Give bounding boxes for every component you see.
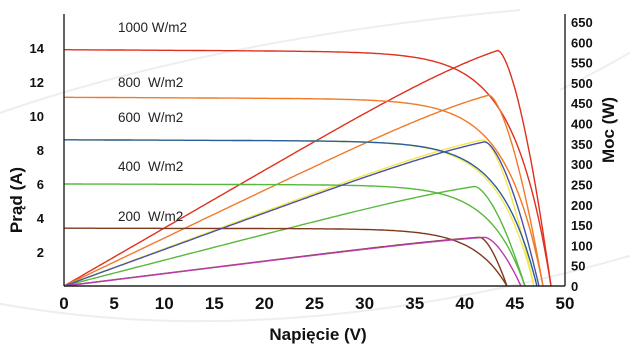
curves-layer — [63, 49, 552, 287]
y-right-tick-label: 350 — [571, 137, 593, 152]
legend-label: 1000 W/m2 — [118, 20, 187, 35]
y-right-tick-label: 50 — [571, 259, 585, 274]
x-tick-label: 50 — [556, 294, 575, 313]
iv-curve-3 — [64, 183, 526, 287]
y-right-tick-label: 150 — [571, 218, 593, 233]
ticks-layer: 2468101214050100150200250300350400450500… — [30, 15, 593, 313]
y-left-tick-label: 12 — [30, 75, 44, 90]
x-tick-label: 40 — [455, 294, 474, 313]
legend-label: 400 W/m2 — [118, 159, 183, 174]
y-left-tick-label: 4 — [37, 211, 45, 226]
legend-label: 800 W/m2 — [118, 75, 183, 90]
x-tick-label: 0 — [59, 294, 68, 313]
iv-curve-1 — [64, 96, 544, 287]
legend-label: 600 W/m2 — [118, 110, 183, 125]
y-right-tick-label: 500 — [571, 76, 593, 91]
y-left-tick-label: 8 — [37, 143, 44, 158]
y-left-tick-label: 2 — [37, 245, 44, 260]
labels-layer: 1000 W/m2 800 W/m2 600 W/m2 400 W/m2 200 W/m… — [118, 20, 187, 224]
x-tick-label: 5 — [109, 294, 118, 313]
y-left-tick-label: 10 — [30, 109, 44, 124]
pv-curve-1 — [63, 94, 544, 287]
x-tick-label: 10 — [155, 294, 174, 313]
x-tick-label: 30 — [355, 294, 374, 313]
y-right-tick-label: 0 — [571, 279, 578, 294]
x-tick-label: 35 — [405, 294, 424, 313]
x-tick-label: 45 — [505, 294, 524, 313]
x-tick-label: 20 — [255, 294, 274, 313]
y-right-tick-label: 600 — [571, 35, 593, 50]
x-tick-label: 15 — [205, 294, 224, 313]
pv-curve-0 — [63, 49, 552, 287]
y-axis-title-left: Prąd (A) — [7, 167, 26, 233]
y-right-tick-label: 200 — [571, 198, 593, 213]
y-left-tick-label: 14 — [30, 41, 45, 56]
y-right-tick-label: 550 — [571, 56, 593, 71]
y-right-tick-label: 100 — [571, 238, 593, 253]
y-right-tick-label: 300 — [571, 157, 593, 172]
y-axis-title-right: Moc (W) — [599, 97, 618, 163]
legend-label: 200 W/m2 — [118, 209, 183, 224]
y-right-tick-label: 450 — [571, 96, 593, 111]
iv-curve-0 — [64, 49, 552, 287]
iv-curve-blue — [64, 139, 538, 287]
x-tick-label: 25 — [305, 294, 324, 313]
pv-curve-3 — [63, 185, 526, 287]
pv-curve-extra-1 — [63, 236, 522, 287]
axes-layer — [63, 14, 566, 287]
y-right-tick-label: 250 — [571, 177, 593, 192]
iv-curve-4 — [64, 227, 508, 287]
y-left-tick-label: 6 — [37, 177, 44, 192]
y-right-tick-label: 650 — [571, 15, 593, 30]
x-axis-title: Napięcie (V) — [269, 325, 366, 344]
pv-curve-extra-0 — [63, 141, 540, 287]
y-right-tick-label: 400 — [571, 117, 593, 132]
